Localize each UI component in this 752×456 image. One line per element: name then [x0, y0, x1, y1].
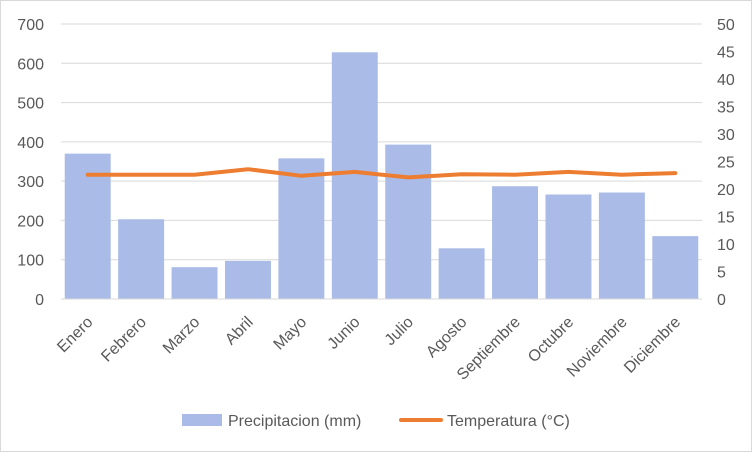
y-right-tick-label: 5: [717, 265, 726, 282]
bar-marzo: [172, 267, 218, 299]
bar-febrero: [118, 219, 164, 299]
y-right-tick-label: 35: [717, 100, 735, 117]
y-left-tick-label: 300: [17, 174, 44, 191]
y-right-tick-label: 15: [717, 210, 735, 227]
x-tick-label-diciembre: Diciembre: [621, 314, 684, 377]
legend-label-precipitacion: Precipitacion (mm): [228, 413, 361, 430]
bar-julio: [385, 145, 431, 299]
temperature-line: [88, 169, 676, 177]
bar-mayo: [278, 158, 324, 299]
y-right-tick-label: 30: [717, 127, 735, 144]
y-right-tick-label: 25: [717, 155, 735, 172]
y-left-tick-label: 700: [17, 17, 44, 34]
x-tick-label-febrero: Febrero: [98, 314, 150, 366]
bar-noviembre: [599, 193, 645, 299]
y-axis-right: 0 5 10 15 20 25 30 35 40 45 50: [717, 17, 735, 309]
y-left-tick-label: 0: [35, 292, 44, 309]
bar-abril: [225, 261, 271, 299]
bar-septiembre: [492, 186, 538, 299]
line-series: [88, 169, 676, 177]
legend-swatch-precipitacion: [182, 414, 222, 426]
y-left-tick-label: 400: [17, 135, 44, 152]
bar-octubre: [545, 195, 591, 300]
legend: Precipitacion (mm) Temperatura (°C): [182, 413, 570, 430]
x-tick-label-abril: Abril: [222, 314, 257, 349]
x-tick-label-mayo: Mayo: [271, 314, 311, 354]
y-left-tick-label: 500: [17, 96, 44, 113]
x-tick-label-julio: Julio: [382, 314, 417, 349]
y-right-tick-label: 20: [717, 182, 735, 199]
x-tick-label-junio: Junio: [325, 314, 364, 353]
y-right-tick-label: 50: [717, 17, 735, 34]
y-right-tick-label: 40: [717, 72, 735, 89]
y-right-tick-label: 10: [717, 237, 735, 254]
bar-junio: [332, 52, 378, 299]
y-left-tick-label: 100: [17, 253, 44, 270]
bar-agosto: [439, 248, 485, 299]
y-left-tick-label: 200: [17, 213, 44, 230]
x-tick-label-marzo: Marzo: [160, 314, 204, 358]
x-tick-label-agosto: Agosto: [423, 314, 470, 361]
x-tick-label-enero: Enero: [54, 314, 96, 356]
legend-label-temperatura: Temperatura (°C): [447, 413, 570, 430]
bar-diciembre: [652, 236, 698, 299]
y-right-tick-label: 0: [717, 292, 726, 309]
y-axis-left: 0 100 200 300 400 500 600 700: [17, 17, 44, 309]
x-tick-label-octubre: Octubre: [525, 314, 577, 366]
y-right-tick-label: 45: [717, 45, 735, 62]
y-left-tick-label: 600: [17, 56, 44, 73]
